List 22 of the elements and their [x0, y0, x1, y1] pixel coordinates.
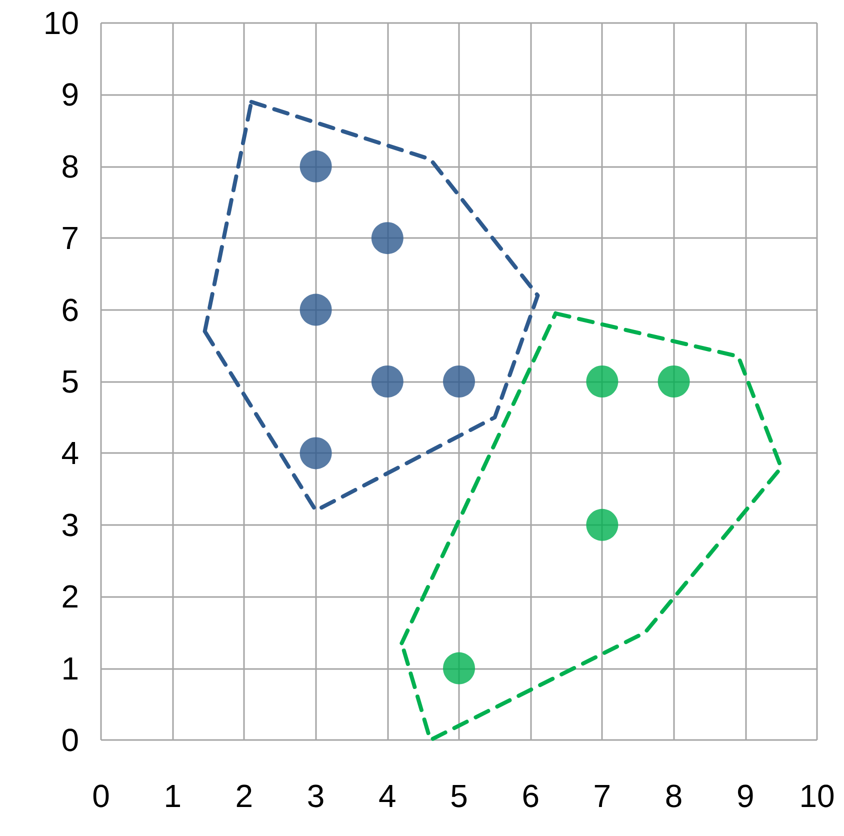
y-tick-label: 5 [61, 364, 79, 400]
y-tick-label: 7 [61, 220, 79, 256]
x-tick-label: 10 [799, 778, 835, 814]
x-tick-label: 2 [235, 778, 254, 814]
y-tick-label: 3 [61, 506, 79, 543]
y-tick-label: 6 [61, 292, 79, 328]
y-tick-label: 2 [61, 578, 79, 615]
x-tick-label: 8 [664, 778, 683, 814]
x-tick-label: 5 [450, 778, 468, 814]
y-tick-label: 8 [61, 148, 79, 184]
x-tick-label: 4 [378, 778, 396, 814]
y-tick-label: 4 [61, 435, 79, 472]
x-tick-label: 3 [306, 778, 325, 814]
y-tick-label: 0 [61, 722, 79, 758]
y-tick-label: 1 [61, 650, 79, 686]
x-tick-label: 7 [593, 778, 612, 814]
y-tick-label: 10 [43, 5, 79, 41]
x-tick-label: 6 [522, 778, 540, 814]
y-tick-label: 9 [61, 76, 79, 113]
x-tick-label: 9 [736, 778, 754, 814]
x-tick-label: 1 [164, 778, 182, 814]
x-tick-label: 0 [92, 778, 110, 814]
